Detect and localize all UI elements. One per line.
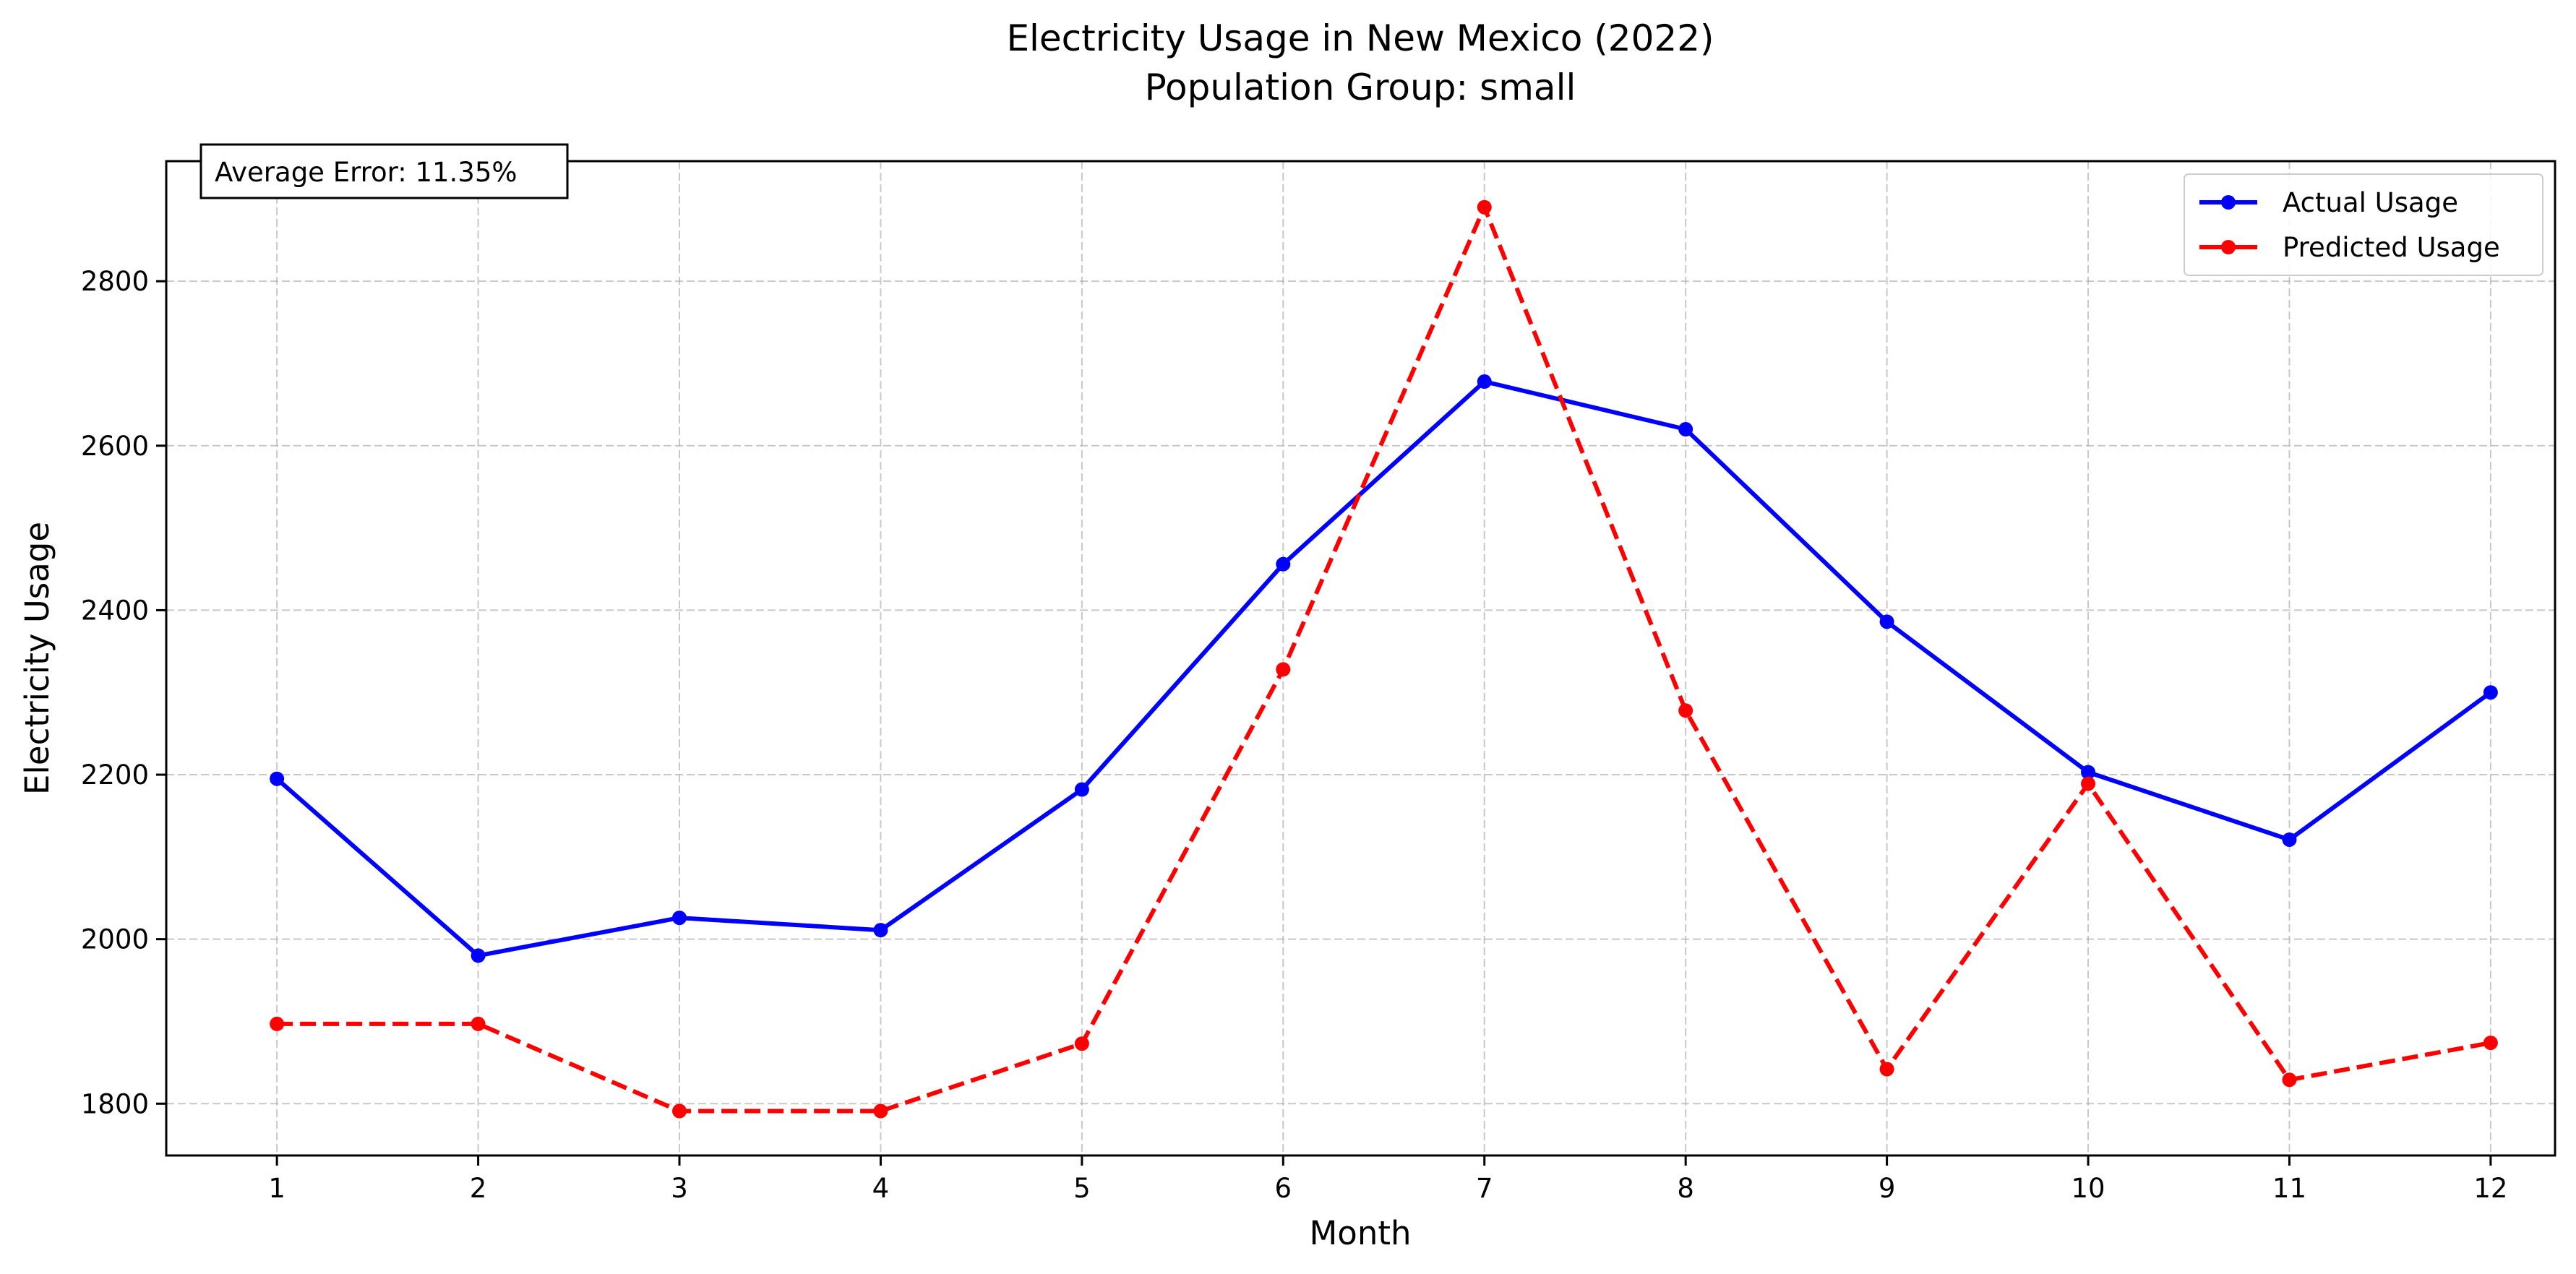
data-point-predicted-usage [1678,703,1693,718]
y-axis-title: Electricity Usage [18,522,56,795]
data-point-predicted-usage [2483,1036,2498,1051]
legend-frame [2184,173,2543,276]
annotation-frame [199,143,569,199]
x-tick-label: 8 [1677,1173,1694,1204]
x-tick-label: 10 [2071,1173,2105,1204]
data-point-actual-usage [1879,614,1894,629]
x-tick-label: 9 [1879,1173,1896,1204]
data-point-actual-usage [1678,422,1693,437]
data-point-predicted-usage [2081,776,2096,791]
legend-label-predicted-usage: Predicted Usage [2283,232,2500,263]
legend-label-actual-usage: Actual Usage [2283,187,2458,218]
x-tick-label: 5 [1073,1173,1091,1204]
data-point-actual-usage [2282,832,2297,847]
y-tick-label: 2000 [81,924,149,955]
chart-title: Electricity Usage in New Mexico (2022) [1006,17,1714,59]
data-point-actual-usage [1276,556,1291,572]
error-annotation-box: Average Error: 11.35% [199,143,569,199]
series-line-actual-usage [275,379,2492,958]
x-tick-label: 4 [872,1173,890,1204]
data-point-predicted-usage [1477,199,1492,215]
plot-frame [165,160,2556,1157]
data-point-predicted-usage [1074,1036,1089,1051]
x-tick-label: 11 [2272,1173,2306,1204]
y-tick-label: 1800 [81,1088,149,1119]
data-point-actual-usage [2081,765,2096,780]
y-tick-label: 2200 [81,759,149,791]
chart-subtitle: Population Group: small [1145,66,1576,108]
series-line-predicted-usage [277,205,2491,1114]
data-point-predicted-usage [873,1103,888,1119]
data-point-predicted-usage [2282,1072,2297,1088]
data-point-actual-usage [873,923,888,938]
data-point-predicted-usage [672,1103,687,1119]
data-point-predicted-usage [1879,1062,1894,1077]
legend: Actual Usage Predicted Usage [2184,173,2543,276]
x-tick-label: 1 [268,1173,285,1204]
average-error-annotation: Average Error: 11.35% [215,157,518,188]
x-tick-label: 7 [1476,1173,1493,1204]
x-tick-label: 12 [2473,1173,2507,1204]
x-tick-label: 6 [1275,1173,1292,1204]
data-point-actual-usage [471,948,486,963]
data-point-actual-usage [672,911,687,926]
series-predicted-usage [270,199,2498,1119]
data-point-predicted-usage [471,1016,486,1031]
data-point-actual-usage [1074,782,1089,797]
series-actual-usage [270,374,2498,963]
legend-item-predicted-usage: Predicted Usage [2199,232,2500,263]
legend-marker-actual-usage [2221,195,2236,210]
data-point-predicted-usage [270,1016,285,1031]
legend-marker-predicted-usage [2221,240,2236,254]
data-point-actual-usage [270,771,285,786]
data-point-predicted-usage [1276,662,1291,677]
y-tick-label: 2400 [81,595,149,626]
legend-item-actual-usage: Actual Usage [2199,187,2458,218]
y-tick-label: 2600 [81,431,149,462]
data-point-actual-usage [1477,374,1492,389]
grid [166,161,2555,1155]
y-tick-label: 2800 [81,266,149,297]
x-tick-label: 3 [671,1173,688,1204]
x-axis-title: Month [1309,1214,1411,1252]
x-tick-label: 2 [470,1173,487,1204]
data-point-actual-usage [2483,685,2498,700]
series-layer [270,199,2498,1119]
